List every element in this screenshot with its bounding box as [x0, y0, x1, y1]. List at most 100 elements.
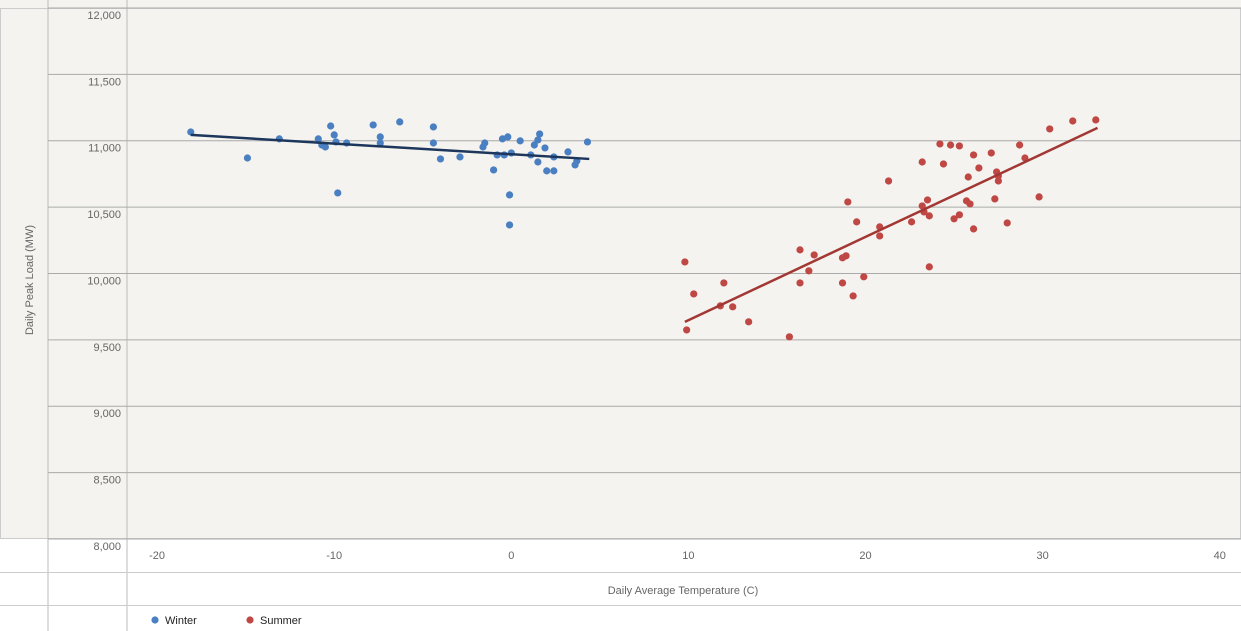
- legend-label: Summer: [260, 615, 302, 627]
- point: [481, 139, 489, 147]
- point: [1035, 193, 1043, 201]
- point: [796, 279, 804, 287]
- point: [907, 218, 916, 226]
- point: [876, 232, 884, 240]
- x-tick-label: 20: [859, 550, 871, 562]
- point: [966, 200, 974, 208]
- point: [681, 258, 689, 266]
- point: [955, 211, 964, 219]
- point: [936, 140, 944, 148]
- y-tick-label: 10,500: [87, 209, 121, 221]
- legend-label: Winter: [165, 615, 197, 627]
- legend-marker: [246, 616, 254, 624]
- y-tick-label: 12,000: [87, 10, 121, 22]
- point: [838, 279, 847, 287]
- point: [810, 251, 818, 259]
- point: [1069, 117, 1077, 125]
- point: [745, 318, 753, 326]
- point: [842, 252, 850, 260]
- point: [946, 141, 955, 149]
- legend-marker: [151, 616, 159, 624]
- point: [964, 173, 972, 181]
- point: [918, 158, 926, 166]
- point: [504, 133, 512, 141]
- plot-background: [0, 0, 1241, 539]
- point: [849, 292, 857, 300]
- point: [543, 167, 551, 175]
- point: [376, 139, 384, 147]
- point: [564, 148, 572, 156]
- x-tick-label: 40: [1214, 550, 1226, 562]
- point: [490, 166, 498, 174]
- point: [720, 279, 728, 287]
- point: [955, 142, 964, 150]
- point: [805, 267, 813, 275]
- y-tick-label: 10,000: [87, 275, 121, 287]
- y-tick-label: 8,000: [93, 541, 121, 553]
- y-tick-label: 11,500: [88, 76, 121, 88]
- point: [785, 333, 793, 341]
- point: [923, 196, 932, 204]
- point: [550, 167, 558, 175]
- point: [991, 195, 999, 203]
- point: [243, 154, 252, 162]
- x-axis-label: Daily Average Temperature (C): [608, 585, 759, 597]
- point: [994, 177, 1002, 185]
- x-tick-label: 0: [508, 550, 514, 562]
- point: [396, 118, 404, 126]
- point: [975, 164, 983, 172]
- point: [505, 191, 514, 199]
- point: [1003, 219, 1011, 227]
- point: [583, 138, 592, 146]
- point: [376, 133, 384, 141]
- point: [860, 273, 868, 281]
- point: [330, 131, 338, 139]
- point: [690, 290, 698, 298]
- point: [950, 215, 958, 223]
- point: [796, 246, 804, 254]
- point: [987, 149, 995, 157]
- y-tick-label: 9,000: [93, 408, 121, 420]
- point: [925, 263, 933, 271]
- point: [530, 141, 538, 149]
- point: [536, 130, 544, 138]
- point: [844, 198, 852, 206]
- y-tick-label: 9,500: [93, 342, 121, 354]
- trend-line: [190, 133, 590, 161]
- point: [918, 202, 926, 210]
- point: [534, 136, 542, 144]
- y-axis-label: Daily Peak Load (MW): [24, 225, 36, 335]
- point: [314, 135, 322, 143]
- point: [541, 144, 549, 152]
- point: [429, 123, 437, 131]
- point: [729, 303, 737, 311]
- point: [853, 218, 861, 226]
- point: [534, 158, 542, 166]
- x-tick-label: 30: [1037, 550, 1049, 562]
- point: [456, 153, 464, 161]
- x-tick-label: 10: [682, 550, 694, 562]
- x-tick-label: -20: [149, 550, 165, 562]
- y-tick-label: 8,500: [93, 475, 121, 487]
- point: [969, 151, 978, 159]
- point: [334, 189, 342, 197]
- point: [369, 121, 377, 129]
- y-tick-label: 11,000: [88, 143, 121, 155]
- point: [683, 326, 691, 334]
- point: [884, 177, 893, 185]
- point: [1092, 116, 1100, 124]
- point: [516, 137, 524, 145]
- trend-line: [684, 126, 1099, 323]
- x-tick-label: -10: [326, 550, 342, 562]
- point: [925, 212, 933, 220]
- point: [327, 122, 335, 130]
- point: [321, 143, 329, 151]
- point: [1016, 141, 1024, 149]
- point: [429, 139, 437, 147]
- point: [939, 160, 948, 168]
- point: [1046, 125, 1054, 133]
- point: [505, 221, 514, 229]
- point: [436, 155, 445, 163]
